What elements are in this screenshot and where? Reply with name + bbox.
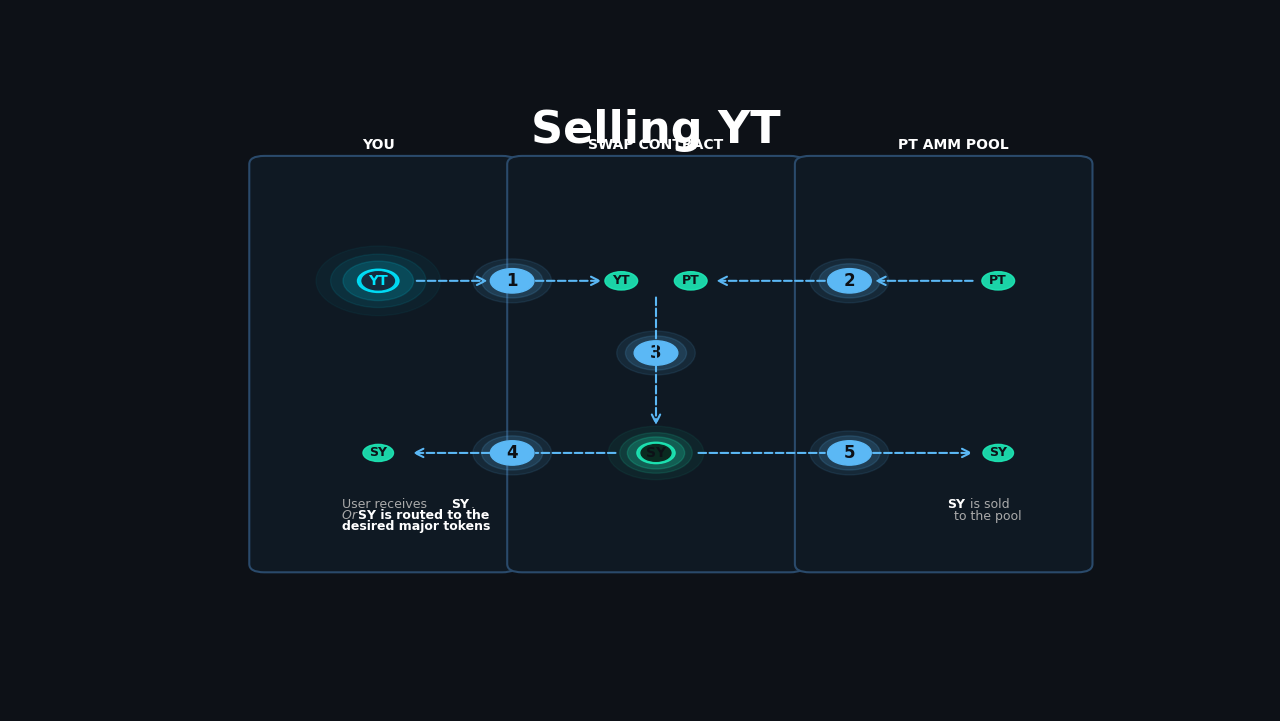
Text: YT: YT [369,274,388,288]
Circle shape [343,261,413,301]
Circle shape [608,426,704,479]
Circle shape [641,445,671,461]
Text: SY is routed to the: SY is routed to the [358,508,490,521]
Text: .: . [471,497,475,510]
Text: PT: PT [989,274,1007,288]
Text: to the pool: to the pool [954,510,1021,523]
Circle shape [634,341,678,366]
Circle shape [481,264,543,298]
Text: SWAP CONTRACT: SWAP CONTRACT [589,138,723,152]
Circle shape [819,435,879,470]
Text: Or: Or [342,508,361,521]
Circle shape [620,433,692,473]
Text: PT: PT [682,274,700,288]
Circle shape [626,336,686,370]
Text: SY: SY [989,446,1007,459]
Text: SY: SY [369,446,388,459]
Circle shape [362,272,394,290]
Circle shape [357,269,399,293]
Text: User receives: User receives [342,497,430,510]
Text: Selling YT: Selling YT [531,110,781,152]
Text: YT: YT [612,274,630,288]
Text: PT AMM POOL: PT AMM POOL [899,138,1009,152]
Text: 3: 3 [650,344,662,362]
Circle shape [982,272,1015,290]
Circle shape [364,444,393,461]
Circle shape [330,254,426,308]
Text: is sold: is sold [965,497,1009,510]
Circle shape [637,442,675,464]
Circle shape [472,431,552,475]
Circle shape [617,331,695,375]
Circle shape [828,441,872,465]
FancyBboxPatch shape [795,156,1093,572]
Text: YOU: YOU [362,138,394,152]
Circle shape [828,269,872,293]
Text: 5: 5 [844,444,855,462]
Text: SY: SY [646,446,666,460]
Circle shape [472,259,552,303]
Circle shape [819,264,879,298]
Circle shape [983,444,1014,461]
Circle shape [810,259,888,303]
Text: 1: 1 [507,272,518,290]
Text: SY: SY [947,497,965,510]
Text: SY: SY [451,497,468,510]
Circle shape [316,246,440,316]
FancyBboxPatch shape [250,156,517,572]
Circle shape [627,437,685,469]
Circle shape [490,269,534,293]
FancyBboxPatch shape [507,156,805,572]
Circle shape [810,431,888,475]
Circle shape [605,272,637,290]
Circle shape [490,441,534,465]
Circle shape [675,272,707,290]
Text: 2: 2 [844,272,855,290]
Text: desired major tokens: desired major tokens [342,520,490,533]
Text: 4: 4 [507,444,518,462]
Circle shape [481,435,543,470]
